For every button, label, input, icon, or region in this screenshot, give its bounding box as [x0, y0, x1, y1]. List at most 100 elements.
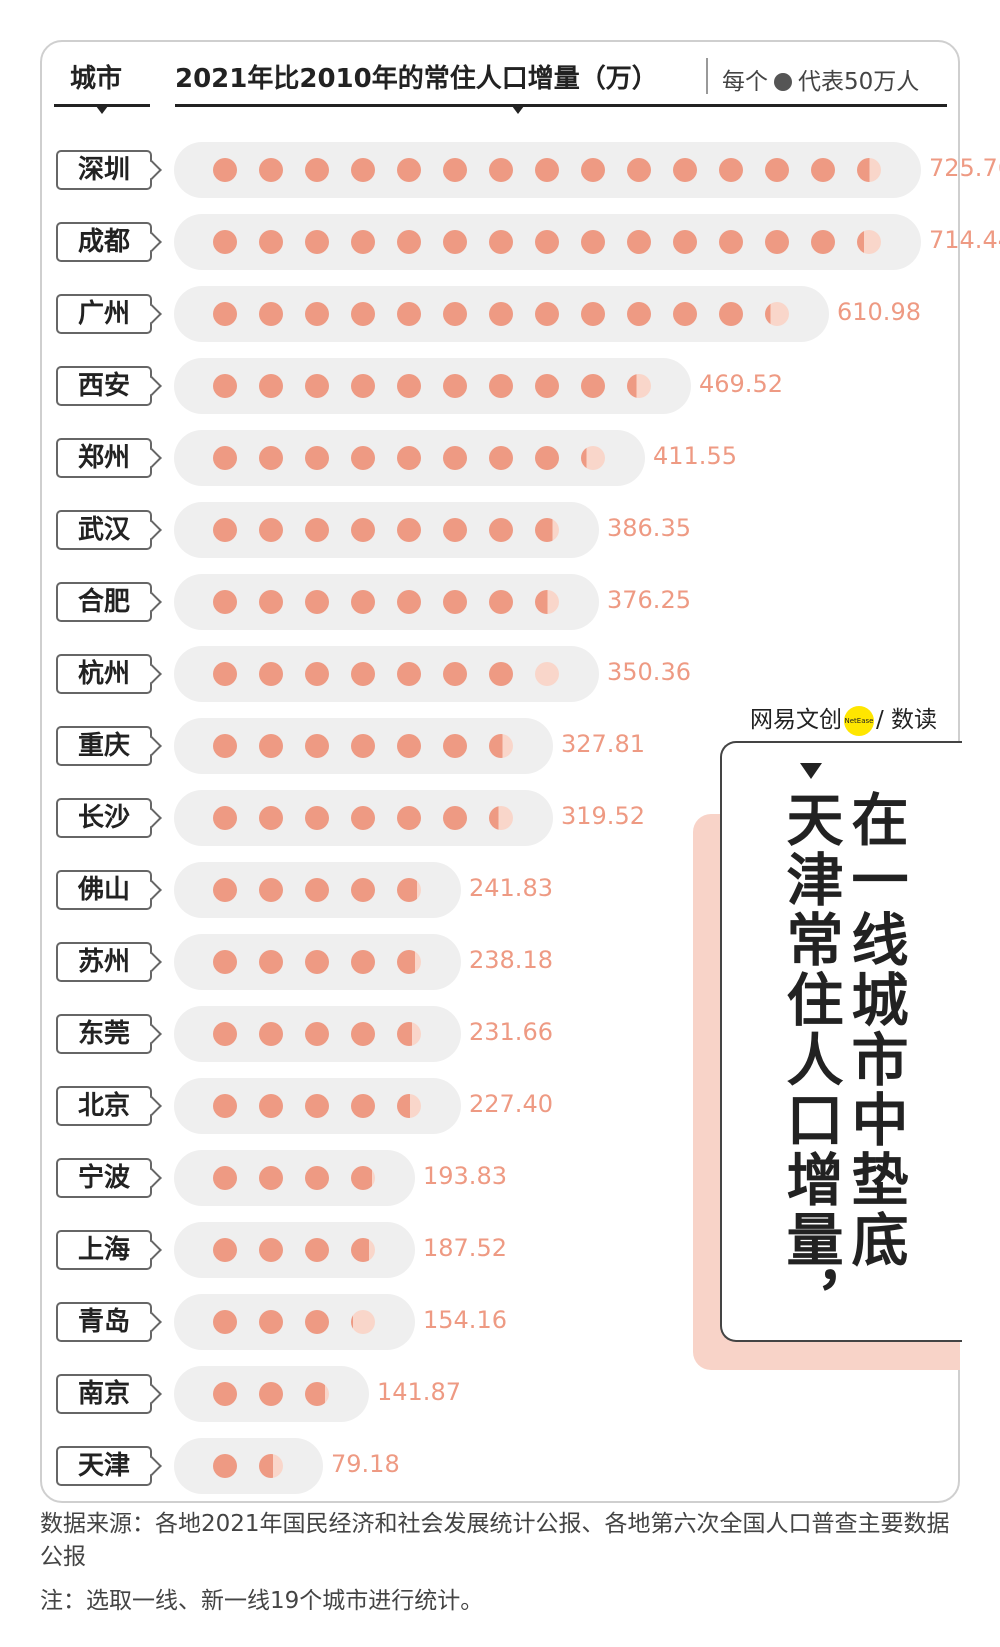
data-dot	[397, 230, 421, 254]
legend-suffix: 代表50万人	[798, 69, 920, 95]
brand-circle-icon: NetEase	[844, 705, 874, 736]
city-label: 北京	[56, 1086, 152, 1126]
data-dot	[351, 446, 375, 470]
data-dot	[627, 302, 651, 326]
callout-pointer-icon	[800, 763, 822, 779]
data-dot	[305, 230, 329, 254]
brand-logo: 网易文创 NetEase / 数读	[750, 700, 937, 736]
data-dot	[443, 518, 467, 542]
data-dot	[673, 158, 697, 182]
bar-track	[174, 1294, 415, 1350]
data-dot	[489, 518, 513, 542]
data-dot	[351, 806, 375, 830]
city-label: 宁波	[56, 1158, 152, 1198]
data-dot	[397, 590, 421, 614]
data-dot	[213, 302, 237, 326]
value-label: 238.18	[469, 946, 553, 974]
data-dot	[213, 590, 237, 614]
data-dot	[443, 446, 467, 470]
data-dot	[305, 1094, 329, 1118]
data-dot	[627, 158, 651, 182]
data-dot	[259, 662, 283, 686]
data-dot	[489, 302, 513, 326]
data-dot	[397, 1094, 421, 1118]
value-label: 319.52	[561, 802, 645, 830]
data-dot	[305, 374, 329, 398]
title-underline	[175, 104, 947, 107]
data-dot	[305, 158, 329, 182]
data-dot	[259, 1022, 283, 1046]
data-dot	[305, 950, 329, 974]
data-dot	[397, 446, 421, 470]
data-dot	[443, 158, 467, 182]
data-dot	[535, 518, 559, 542]
data-dot	[259, 158, 283, 182]
data-dot	[305, 1022, 329, 1046]
data-dot	[213, 950, 237, 974]
data-dot	[351, 158, 375, 182]
data-dot	[259, 878, 283, 902]
bar-track	[174, 1150, 415, 1206]
data-dot	[489, 230, 513, 254]
data-dot	[259, 1454, 283, 1478]
data-dot	[627, 230, 651, 254]
bar-track	[174, 1222, 415, 1278]
data-dot	[351, 950, 375, 974]
city-label: 西安	[56, 366, 152, 406]
data-dot	[857, 158, 881, 182]
data-dot	[259, 1094, 283, 1118]
city-label: 天津	[56, 1446, 152, 1486]
value-label: 714.44	[929, 226, 1000, 254]
data-dot	[673, 230, 697, 254]
data-dot	[397, 374, 421, 398]
brand-name: 网易文创	[750, 707, 842, 733]
value-label: 610.98	[837, 298, 921, 326]
data-dot	[535, 230, 559, 254]
data-dot	[489, 734, 513, 758]
data-dot	[213, 806, 237, 830]
city-label: 长沙	[56, 798, 152, 838]
bar-track	[174, 1438, 323, 1494]
chart-title: 2021年比2010年的常住人口增量（万）	[175, 64, 658, 94]
callout-text-column-2: 天津常住人口增量，	[777, 790, 843, 1330]
data-dot	[489, 662, 513, 686]
value-label: 469.52	[699, 370, 783, 398]
data-dot	[535, 374, 559, 398]
data-dot	[397, 878, 421, 902]
city-label: 深圳	[56, 150, 152, 190]
data-dot	[535, 590, 559, 614]
value-label: 241.83	[469, 874, 553, 902]
data-dot	[259, 1238, 283, 1262]
data-dot	[443, 590, 467, 614]
data-dot	[213, 1310, 237, 1334]
data-dot	[305, 662, 329, 686]
city-label: 广州	[56, 294, 152, 334]
city-label: 重庆	[56, 726, 152, 766]
data-dot	[719, 230, 743, 254]
city-label: 东莞	[56, 1014, 152, 1054]
data-dot	[213, 662, 237, 686]
city-label: 青岛	[56, 1302, 152, 1342]
data-dot	[213, 230, 237, 254]
data-dot	[397, 158, 421, 182]
data-dot	[259, 1382, 283, 1406]
city-header-pointer-icon	[96, 106, 108, 114]
data-dot	[443, 230, 467, 254]
data-dot	[213, 1454, 237, 1478]
data-dot	[351, 302, 375, 326]
bar-track	[174, 358, 691, 414]
city-label: 武汉	[56, 510, 152, 550]
data-dot	[397, 662, 421, 686]
data-dot	[535, 662, 559, 686]
data-dot	[213, 374, 237, 398]
value-label: 327.81	[561, 730, 645, 758]
data-dot	[213, 1094, 237, 1118]
bar-track	[174, 502, 599, 558]
value-label: 725.76	[929, 154, 1000, 182]
data-dot	[213, 1166, 237, 1190]
data-dot	[305, 446, 329, 470]
data-dot	[351, 662, 375, 686]
value-label: 193.83	[423, 1162, 507, 1190]
data-dot	[443, 662, 467, 686]
data-dot	[351, 1094, 375, 1118]
